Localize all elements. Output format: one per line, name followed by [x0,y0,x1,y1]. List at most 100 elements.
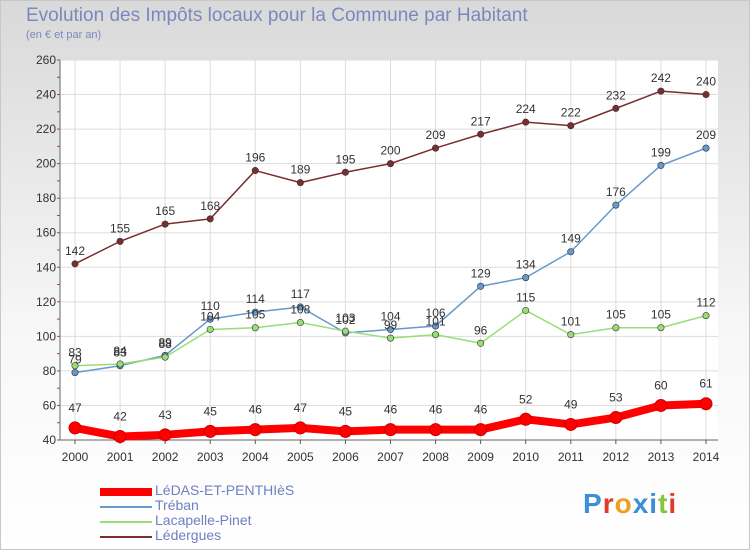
x-tick-label: 2005 [287,450,314,464]
data-point [386,325,394,333]
chart-title: Evolution des Impôts locaux pour la Comm… [26,5,528,26]
data-point [341,327,349,335]
data-point [567,248,575,256]
logo-letter: i [668,488,678,519]
y-tick-label: 60 [43,398,57,412]
data-point [384,423,397,437]
legend-item-ledergues: Lédergues [100,527,400,544]
data-label: 47 [68,401,82,415]
plot-area [60,60,718,440]
data-label: 142 [65,244,85,258]
proxiti-logo: Proxiti [583,488,677,520]
logo-letter: P [583,488,603,519]
data-point [657,324,665,332]
data-label: 176 [606,185,626,199]
data-point [293,421,307,435]
data-point [71,369,79,377]
data-point [654,398,668,412]
data-point [522,118,530,126]
data-point [386,334,394,342]
data-label: 209 [426,128,446,142]
data-label: 105 [651,308,671,322]
data-point [158,428,172,442]
y-tick-label: 40 [43,433,57,447]
data-point [702,312,710,320]
data-label: 200 [380,144,400,158]
data-point [116,360,124,368]
legend-item-treban: Tréban [100,497,400,514]
data-label: 149 [561,232,581,246]
chart-subtitle: (en € et par an) [26,29,102,41]
y-tick-label: 260 [36,53,56,67]
y-tick-label: 100 [36,329,56,343]
x-tick-label: 2014 [693,450,720,464]
data-label: 53 [609,391,623,405]
data-point [612,324,620,332]
data-label: 155 [110,221,130,235]
data-label: 129 [471,266,491,280]
data-label: 83 [68,346,82,360]
data-point [429,423,443,437]
x-tick-label: 2004 [242,450,269,464]
x-tick-label: 2008 [422,450,449,464]
data-point [296,179,304,187]
data-label: 42 [113,410,127,424]
y-tick-label: 200 [36,157,56,171]
x-tick-label: 2010 [512,450,539,464]
y-tick-label: 180 [36,191,56,205]
x-tick-label: 2003 [197,450,224,464]
data-label: 117 [291,287,310,301]
data-point [113,430,127,444]
data-label: 114 [246,292,265,306]
data-point [432,331,440,339]
y-tick-label: 80 [43,364,57,378]
data-point [161,220,169,228]
data-label: 115 [516,290,535,304]
data-label: 43 [158,408,172,422]
data-label: 104 [380,309,400,323]
logo-letter: i [649,488,659,519]
data-point [567,122,575,130]
data-point [657,161,665,169]
data-point [71,260,79,268]
data-label: 105 [606,308,626,322]
data-point [432,144,440,152]
logo-letter: o [614,488,633,519]
legend-label: Lacapelle-Pinet [155,512,252,528]
legend-swatch [100,488,152,496]
data-point [477,339,485,347]
data-label: 105 [245,308,265,322]
data-label: 195 [335,152,355,166]
legend-swatch [100,506,152,508]
data-label: 99 [384,318,398,332]
data-label: 101 [426,315,446,329]
data-point [68,421,82,435]
data-point [251,324,259,332]
data-point [702,91,710,99]
logo-letter: r [602,488,615,519]
data-label: 60 [654,378,668,392]
y-tick-label: 140 [36,260,56,274]
data-point [71,362,79,370]
data-point [251,167,259,175]
data-label: 165 [155,204,175,218]
y-tick-label: 220 [36,122,56,136]
data-label: 108 [290,303,310,317]
data-label: 88 [158,337,172,351]
x-tick-label: 2007 [377,450,404,464]
data-label: 199 [651,145,671,159]
data-label: 103 [335,311,355,325]
data-point [609,411,623,425]
data-label: 79 [68,353,82,367]
data-point [206,325,214,333]
data-label: 52 [519,392,533,406]
data-label: 240 [696,75,716,89]
data-point [386,160,394,168]
data-label: 45 [204,404,218,418]
data-label: 46 [429,403,443,417]
x-tick-label: 2002 [152,450,179,464]
data-label: 46 [384,403,398,417]
logo-letter: t [658,488,669,519]
data-point [206,315,214,323]
